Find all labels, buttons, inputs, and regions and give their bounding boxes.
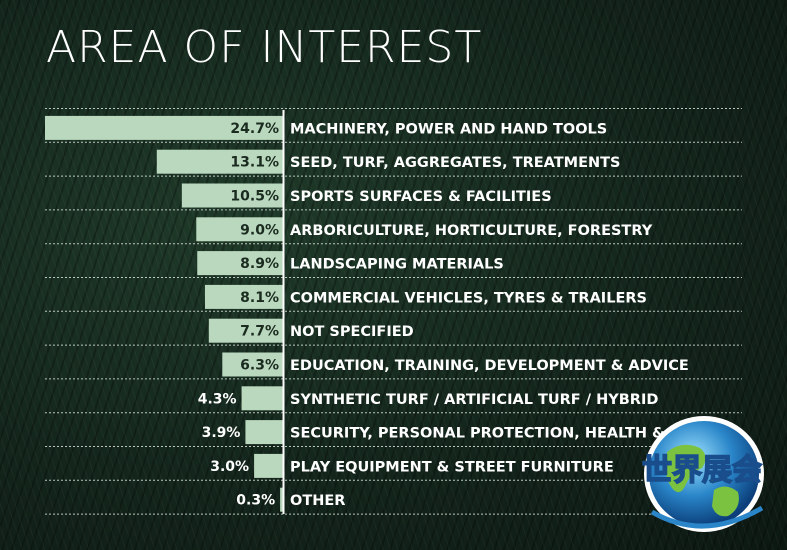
category-label: MACHINERY, POWER AND HAND TOOLS [290, 121, 607, 137]
row-separators [45, 108, 742, 515]
bar [208, 318, 283, 343]
bar [156, 149, 283, 174]
value-label: 0.3% [236, 493, 275, 509]
bar [45, 115, 283, 140]
continent-shape [665, 444, 706, 493]
bar [196, 217, 283, 242]
category-label: OTHER [290, 493, 345, 509]
category-label: PLAY EQUIPMENT & STREET FURNITURE [290, 459, 614, 475]
value-label: 9.0% [240, 222, 279, 238]
value-label: 13.1% [230, 155, 279, 171]
value-label: 4.3% [198, 391, 237, 407]
watermark-text: 世界展会 [642, 453, 762, 488]
bar [197, 251, 283, 276]
category-label: SEED, TURF, AGGREGATES, TREATMENTS [290, 155, 620, 171]
bar [241, 386, 283, 411]
value-label: 8.1% [240, 290, 279, 306]
continent-shape-2 [712, 486, 739, 517]
bar [280, 487, 283, 512]
category-label: NOT SPECIFIED [290, 324, 414, 340]
value-label: 3.0% [210, 459, 249, 475]
value-label: 7.7% [240, 324, 279, 340]
bar [254, 453, 283, 478]
category-label: LANDSCAPING MATERIALS [290, 257, 504, 273]
orbit-swoosh [650, 505, 764, 529]
value-label: 8.9% [240, 256, 279, 272]
value-label: 6.3% [240, 358, 279, 374]
category-label: EDUCATION, TRAINING, DEVELOPMENT & ADVIC… [290, 358, 689, 374]
value-label: 24.7% [230, 121, 279, 137]
category-label: SPORTS SURFACES & FACILITIES [290, 189, 552, 205]
bar [245, 420, 283, 445]
category-label: COMMERCIAL VEHICLES, TYRES & TRAILERS [290, 290, 647, 306]
category-label: SYNTHETIC TURF / ARTIFICIAL TURF / HYBRI… [290, 392, 658, 408]
category-label: ARBORICULTURE, HORTICULTURE, FORESTRY [290, 223, 653, 239]
bar [204, 284, 283, 309]
watermark-logo: 世界展会 [641, 416, 764, 532]
category-labels-group: MACHINERY, POWER AND HAND TOOLS SEED, TUR… [290, 121, 732, 509]
bar [181, 183, 283, 208]
value-label: 10.5% [230, 189, 279, 205]
category-label: SECURITY, PERSONAL PROTECTION, HEALTH & … [290, 426, 732, 442]
value-labels-group: 24.7% 13.1% 10.5% 9.0% 8.9% 8.1% 7.7% 6.3% 4.3% 3… [198, 121, 279, 509]
bar [222, 352, 283, 377]
bars-group [45, 115, 283, 512]
value-label: 3.9% [202, 425, 241, 441]
chart-title: AREA OF INTEREST [46, 22, 483, 73]
